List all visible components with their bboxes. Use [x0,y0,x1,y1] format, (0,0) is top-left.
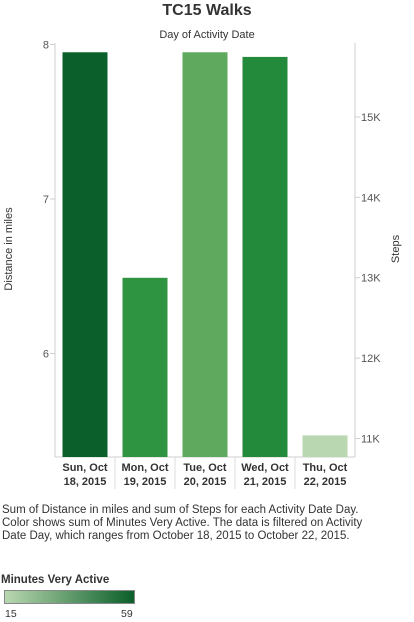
chart-subtitle: Day of Activity Date [159,29,255,41]
bar [302,435,348,457]
x-tick-label: Sun, Oct [62,462,108,474]
chart-bars [62,52,348,458]
legend-min-label: 15 [5,608,17,620]
legend-color-ramp [4,590,135,604]
bar-chart: 6 7 8 11K 12K 13K 14K 15K Sun, Oct 18, 2015 Mon, … [3,40,402,489]
y2-tick-label: 12K [361,353,381,365]
y2-tick-label: 14K [361,192,381,204]
bar [62,52,108,458]
y-tick-label: 8 [43,40,49,52]
x-tick-label: 22, 2015 [304,476,347,488]
x-tick-label: Mon, Oct [121,462,168,474]
chart-title: TC15 Walks [162,2,252,19]
y-tick-label: 7 [43,194,49,206]
legend-title: Minutes Very Active [1,574,110,586]
chart-caption: Sum of Distance in miles and sum of Step… [2,504,363,542]
x-tick-label: Tue, Oct [183,462,227,474]
x-tick-label: 20, 2015 [184,476,227,488]
x-axis-labels: Sun, Oct 18, 2015 Mon, Oct 19, 2015 Tue, Oct… [62,462,347,488]
bar [122,277,168,457]
x-tick-label: 19, 2015 [124,476,167,488]
bar [182,52,228,458]
x-tick-label: 21, 2015 [244,476,287,488]
x-tick-label: 18, 2015 [64,476,107,488]
y2-axis-title: Steps [390,234,402,263]
bar [242,56,288,457]
y2-tick-label: 11K [361,434,380,446]
y2-tick-label: 13K [361,273,381,285]
y-tick-label: 6 [43,349,49,361]
x-tick-label: Wed, Oct [241,462,289,474]
y-axis-title: Distance in miles [3,207,15,291]
legend-max-label: 59 [121,608,133,620]
x-tick-label: Thu, Oct [303,462,348,474]
y2-tick-label: 15K [361,112,381,124]
